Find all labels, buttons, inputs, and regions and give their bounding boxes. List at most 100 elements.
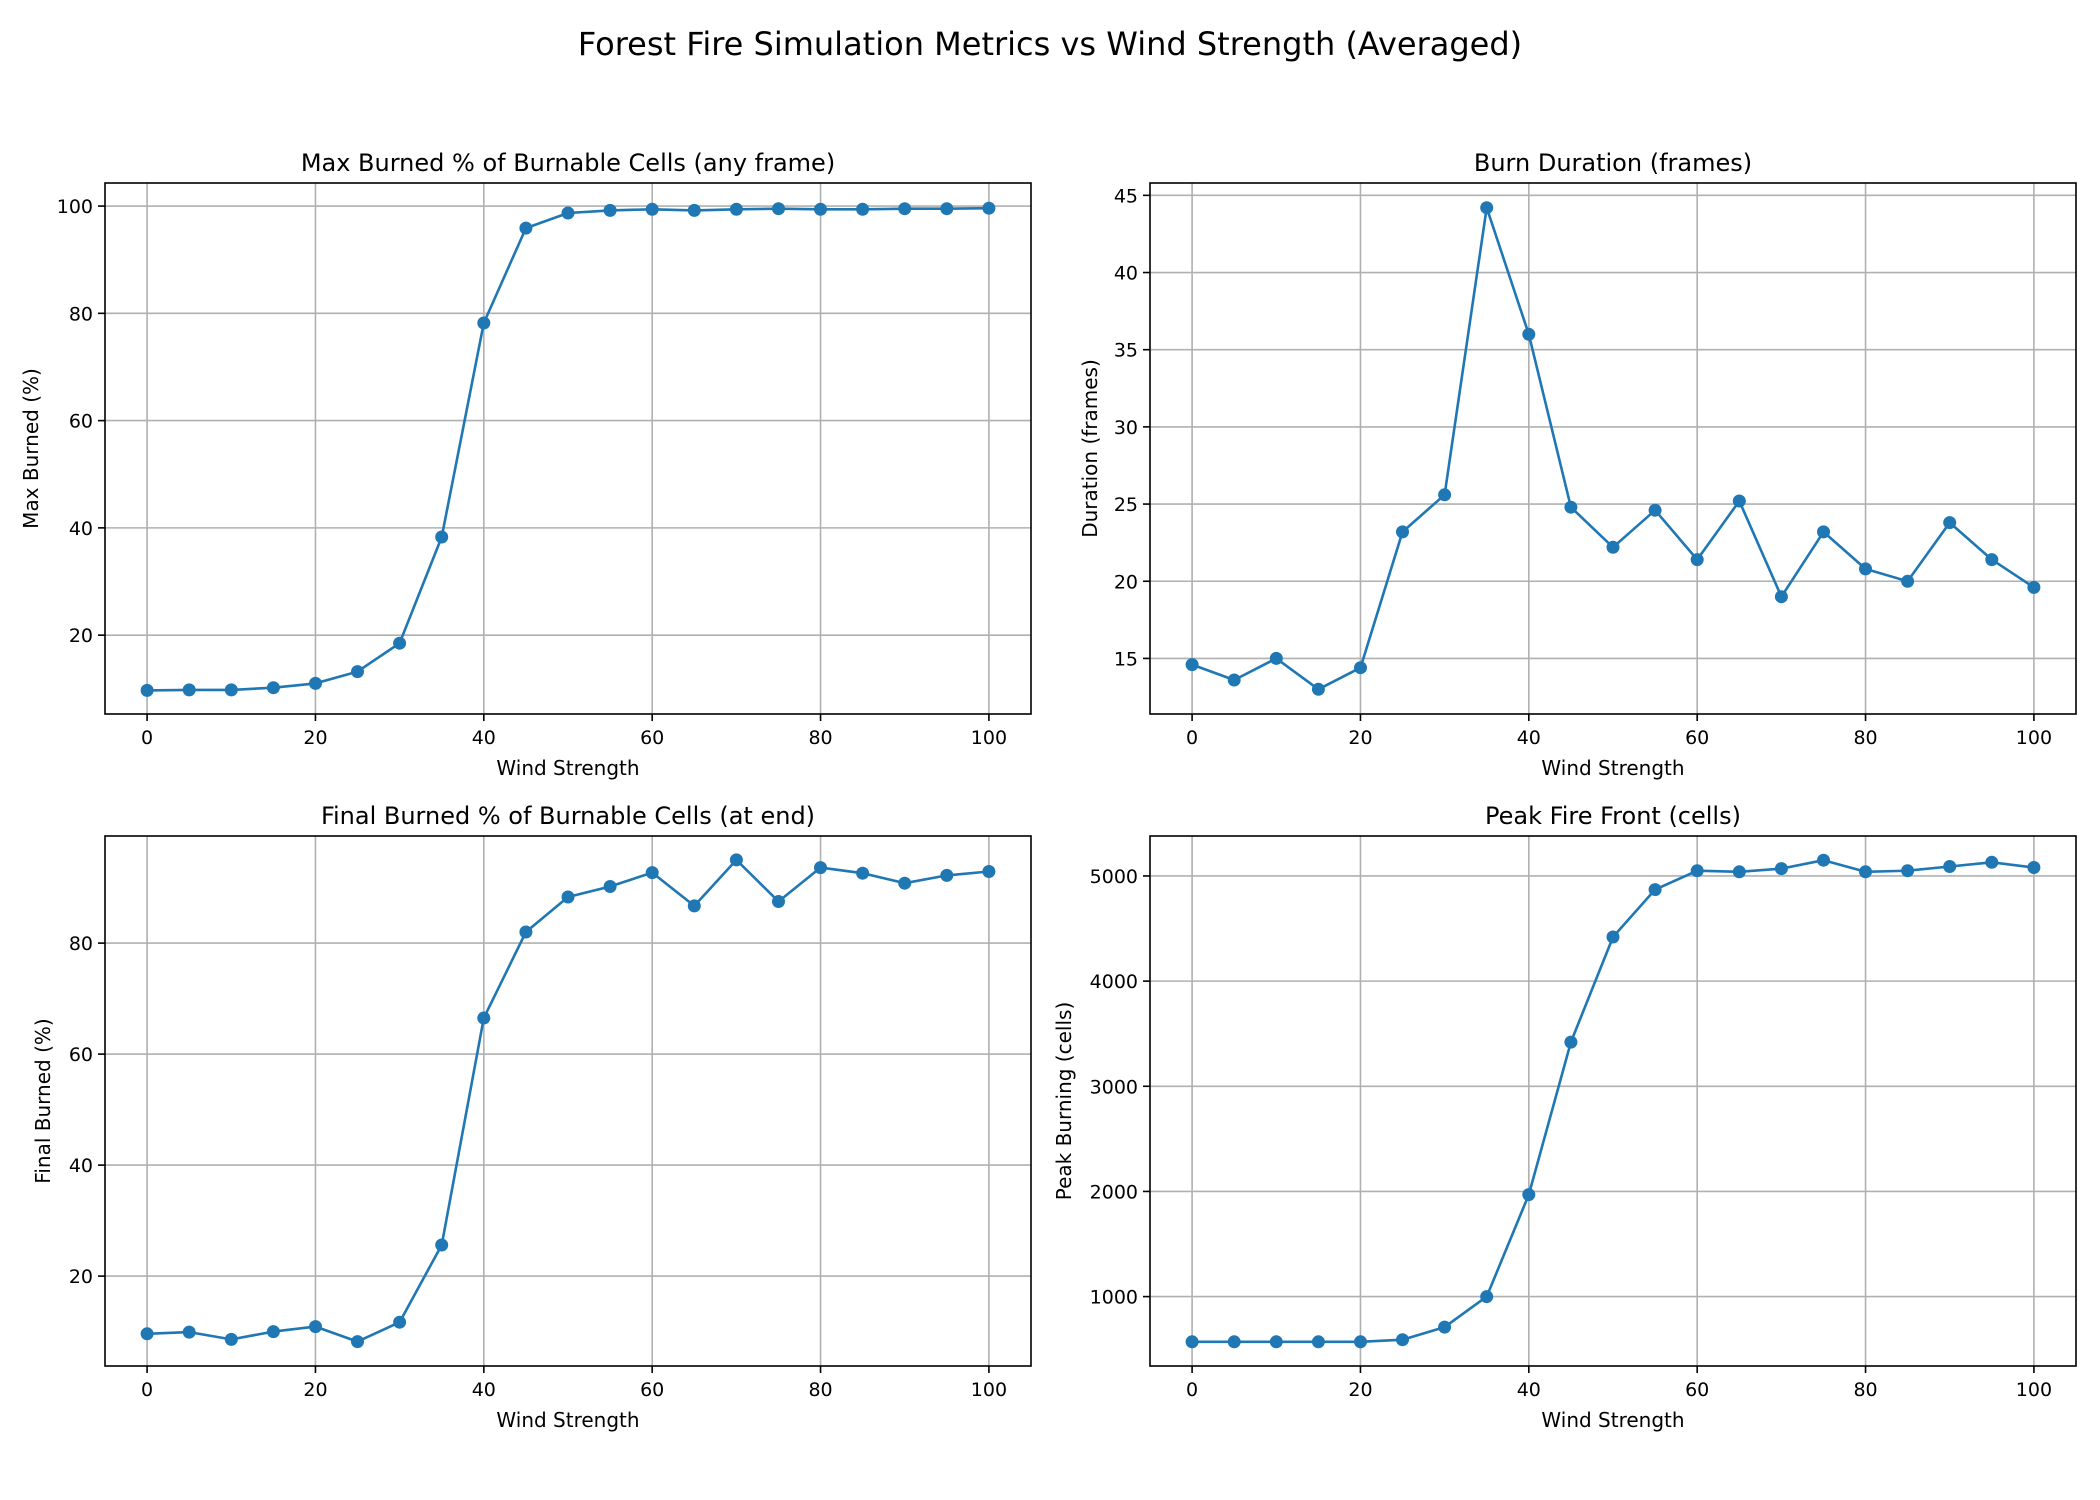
y-axis-label: Final Burned (%): [31, 1018, 55, 1183]
data-point: [1690, 553, 1704, 567]
data-point: [645, 202, 659, 216]
data-point: [645, 866, 659, 880]
panel-final-burned: Final Burned % of Burnable Cells (at end…: [31, 802, 1032, 1432]
panel-burn-duration: Burn Duration (frames) Wind Strength Dur…: [1078, 149, 2077, 780]
data-point: [182, 683, 196, 697]
data-point: [729, 853, 743, 867]
data-point: [140, 1327, 154, 1341]
y-tick-label: 40: [69, 1155, 93, 1177]
data-point: [856, 202, 870, 216]
data-point: [224, 1332, 238, 1346]
data-point: [1311, 1335, 1325, 1349]
data-point: [477, 316, 491, 330]
x-axis-label: Wind Strength: [1541, 1408, 1684, 1432]
y-tick-label: 60: [69, 1044, 93, 1066]
data-point: [898, 876, 912, 890]
data-point: [856, 866, 870, 880]
data-point: [2027, 580, 2041, 594]
panel-peak-fire-front: Peak Fire Front (cells) Wind Strength Pe…: [1052, 802, 2077, 1432]
data-point: [140, 683, 154, 697]
y-tick-label: 20: [69, 1266, 93, 1288]
data-point: [940, 868, 954, 882]
data-point: [224, 683, 238, 697]
data-point: [1985, 553, 1999, 567]
data-point: [477, 1011, 491, 1025]
data-point: [1690, 864, 1704, 878]
data-point: [309, 676, 322, 690]
x-tick-label: 40: [472, 727, 496, 749]
x-tick-label: 40: [472, 1379, 496, 1401]
y-tick-label: 40: [69, 518, 93, 540]
x-tick-label: 0: [1186, 1379, 1198, 1401]
data-point: [1396, 1333, 1409, 1347]
panel-title: Peak Fire Front (cells): [1485, 802, 1741, 830]
grid-lines: [105, 183, 1031, 714]
data-point: [1774, 862, 1788, 876]
data-point: [1606, 540, 1620, 554]
data-point: [1943, 516, 1957, 530]
x-tick-label: 20: [303, 727, 327, 749]
y-tick-label: 40: [1114, 263, 1138, 285]
x-tick-label: 0: [1186, 727, 1198, 749]
data-point: [1943, 860, 1957, 873]
x-tick-label: 100: [2016, 727, 2052, 749]
panel-title: Final Burned % of Burnable Cells (at end…: [321, 802, 815, 830]
panel-max-burned: Max Burned % of Burnable Cells (any fram…: [19, 149, 1032, 780]
data-point: [519, 925, 533, 939]
panel-title: Burn Duration (frames): [1474, 149, 1752, 177]
panel-title: Max Burned % of Burnable Cells (any fram…: [301, 149, 835, 177]
x-tick-label: 80: [808, 727, 832, 749]
y-tick-label: 25: [1114, 494, 1138, 516]
data-point: [1774, 590, 1788, 604]
series-line: [1191, 206, 2035, 691]
x-tick-label: 60: [1685, 727, 1709, 749]
data-point: [1859, 865, 1872, 879]
data-point: [1311, 682, 1325, 696]
data-point: [772, 202, 785, 216]
data-point: [182, 1325, 196, 1339]
axes-frame: [104, 182, 1032, 715]
data-point: [561, 206, 575, 220]
data-point: [772, 895, 785, 908]
y-axis-label: Max Burned (%): [19, 368, 43, 529]
data-point: [1480, 201, 1494, 215]
axes-frame: [1149, 835, 2077, 1367]
x-tick-label: 100: [971, 727, 1007, 749]
data-point: [561, 890, 575, 904]
data-point: [687, 899, 701, 913]
x-tick-label: 60: [640, 1379, 664, 1401]
y-tick-label: 80: [69, 933, 93, 955]
series-line: [147, 858, 990, 1343]
y-tick-label: 15: [1114, 648, 1138, 670]
x-axis-label: Wind Strength: [1541, 756, 1684, 780]
figure-title: Forest Fire Simulation Metrics vs Wind S…: [578, 25, 1522, 63]
series-line: [147, 206, 989, 692]
x-tick-label: 40: [1517, 1379, 1541, 1401]
x-tick-label: 20: [1348, 727, 1372, 749]
data-point: [1227, 673, 1241, 687]
data-point: [393, 636, 407, 650]
data-point: [1185, 658, 1199, 672]
data-point: [435, 530, 449, 544]
y-axis-label: Peak Burning (cells): [1052, 1002, 1076, 1201]
data-point: [1269, 1335, 1283, 1349]
x-tick-label: 0: [141, 727, 153, 749]
data-point: [814, 202, 827, 216]
x-axis-label: Wind Strength: [496, 1408, 639, 1432]
y-tick-label: 100: [57, 196, 93, 218]
data-point: [1901, 574, 1915, 588]
data-point: [1354, 661, 1367, 675]
data-point: [266, 1325, 280, 1339]
axes-frame: [1149, 182, 2077, 715]
data-point: [603, 880, 617, 893]
data-point: [898, 202, 912, 216]
y-tick-label: 30: [1114, 417, 1138, 439]
axes-frame: [104, 835, 1032, 1367]
data-point: [814, 861, 827, 875]
y-tick-label: 3000: [1090, 1076, 1138, 1098]
data-point: [519, 221, 533, 235]
data-point: [1354, 1335, 1367, 1349]
y-tick-label: 2000: [1090, 1181, 1138, 1203]
data-point: [1438, 1320, 1452, 1334]
data-point: [1480, 1290, 1494, 1304]
